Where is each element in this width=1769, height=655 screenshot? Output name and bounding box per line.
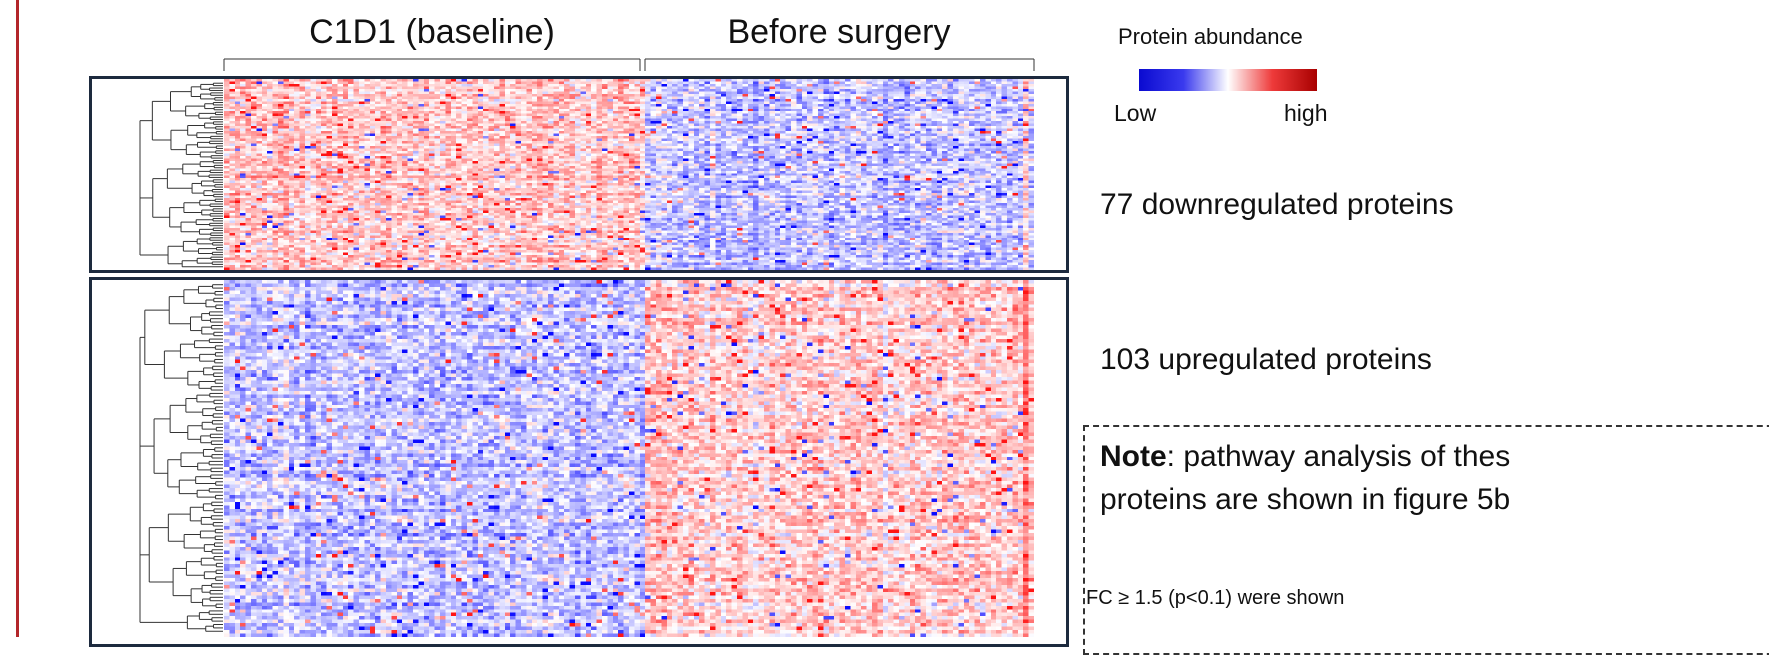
- colorbar-high-label: high: [1284, 100, 1328, 126]
- note-line-2: proteins are shown in figure 5b: [1100, 483, 1511, 516]
- panel-annotation-downregulated: 77 downregulated proteins: [1100, 188, 1454, 221]
- row-dendrogram-downregulated: [139, 82, 223, 268]
- column-group-label-baseline: C1D1 (baseline): [309, 13, 555, 51]
- panel-annotation-upregulated: 103 upregulated proteins: [1100, 343, 1432, 376]
- row-dendrogram-upregulated: [139, 284, 223, 632]
- column-group-brackets: [223, 58, 1035, 71]
- heatmap-cells-upregulated: [224, 280, 1034, 637]
- note-footnote: FC ≥ 1.5 (p<0.1) were shown: [1086, 587, 1345, 609]
- note-line-1: Note: pathway analysis of thes: [1100, 440, 1510, 474]
- heatmap-cells-downregulated: [224, 79, 1034, 270]
- note-bold-label: Note: [1100, 440, 1167, 473]
- note-box: [1083, 425, 1769, 655]
- left-frame-border: [16, 0, 19, 637]
- colorbar-gradient: [1139, 69, 1317, 91]
- note-text-1: : pathway analysis of thes: [1166, 440, 1511, 473]
- chart-overlay: [139, 58, 1035, 632]
- column-group-label-before-surgery: Before surgery: [727, 13, 951, 51]
- colorbar-low-label: Low: [1114, 100, 1157, 126]
- colorbar-title: Protein abundance: [1118, 24, 1303, 49]
